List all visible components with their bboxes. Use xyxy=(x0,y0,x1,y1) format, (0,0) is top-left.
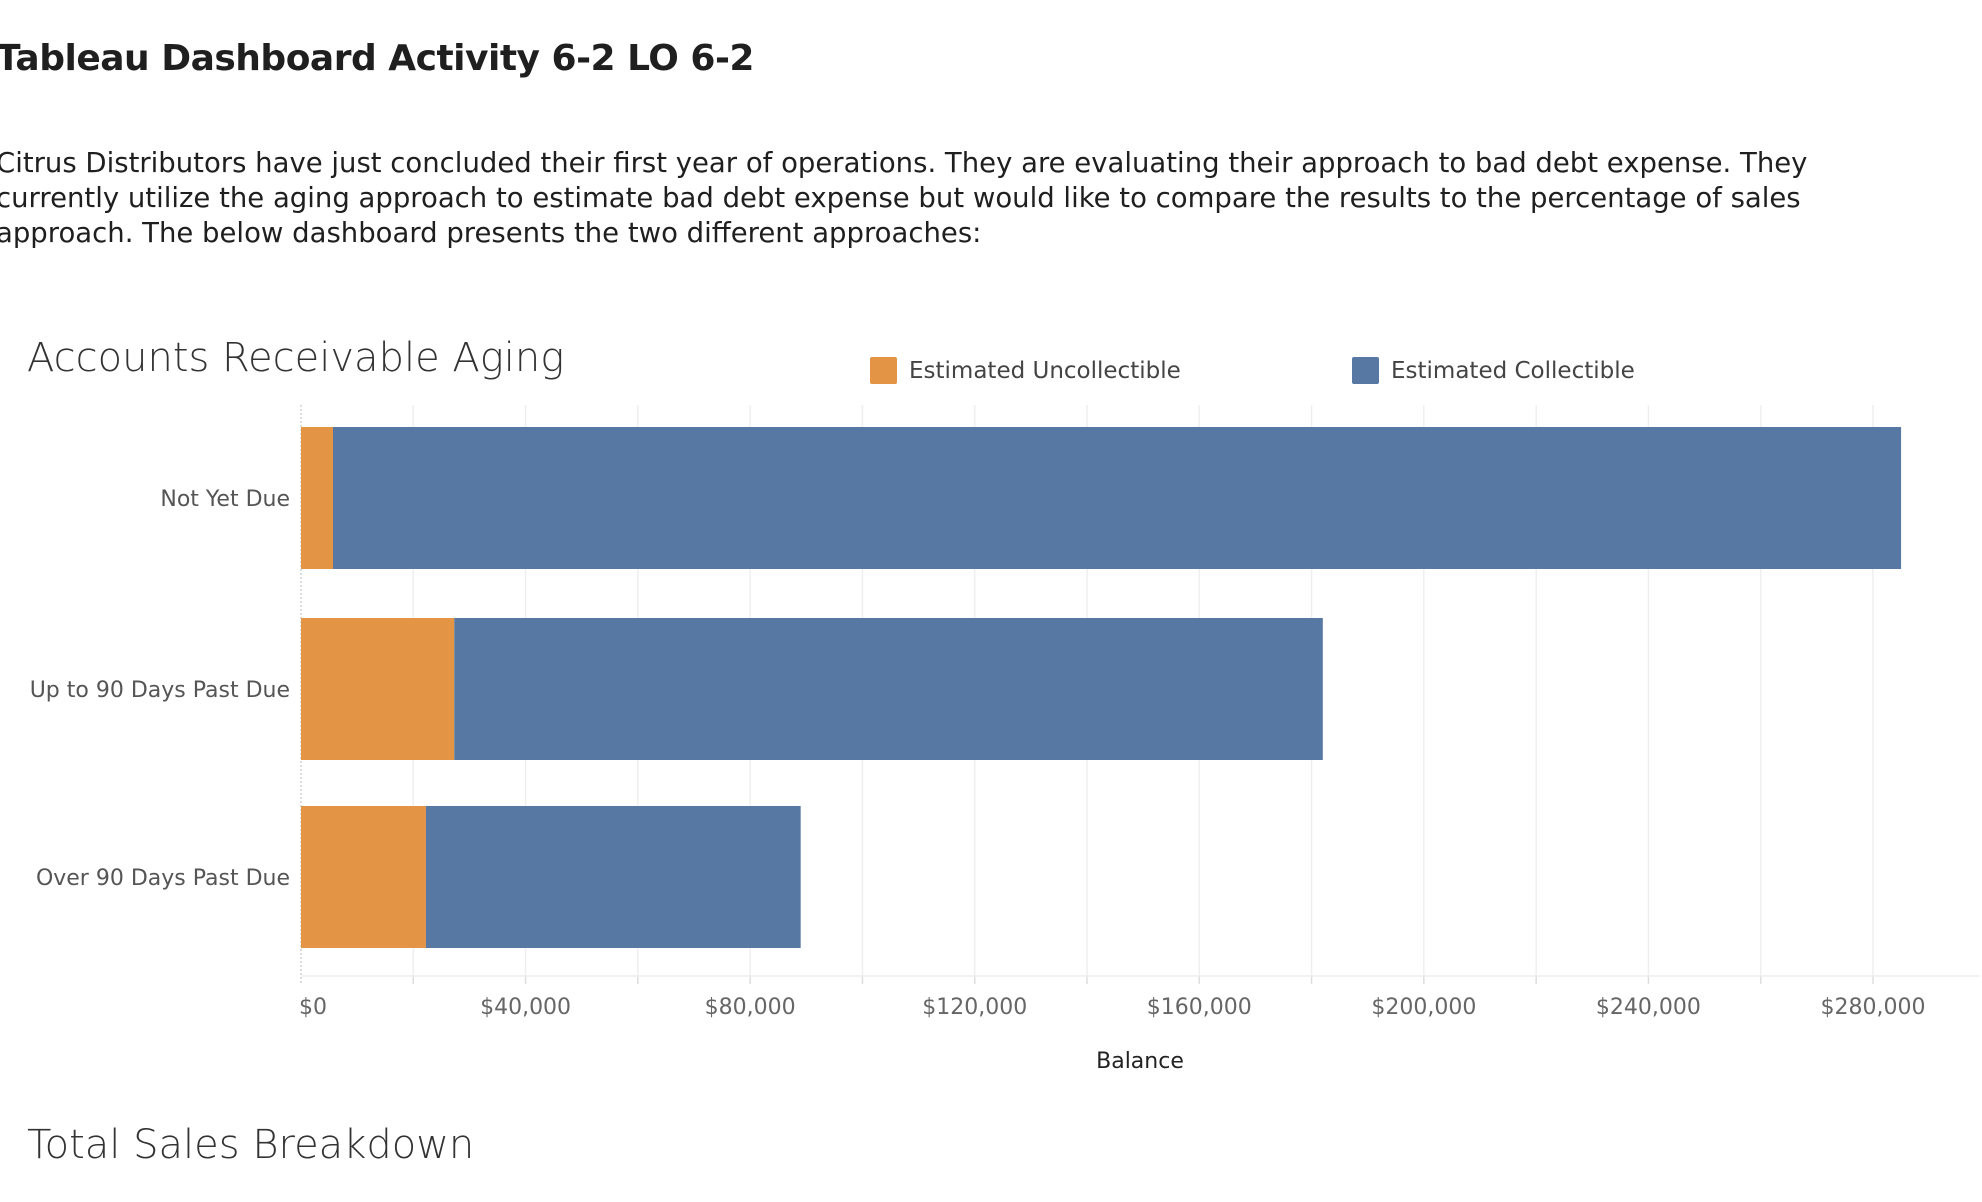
ar-aging-chart: Not Yet Due Up to 90 Days Past Due Over 90… xyxy=(30,405,1980,1074)
legend-label: Estimated Collectible xyxy=(1391,357,1635,384)
x-tick-label: $280,000 xyxy=(1821,995,1926,1020)
legend-swatch-uncollectible xyxy=(870,357,897,384)
total-sales-breakdown-title: Total Sales Breakdown xyxy=(27,1122,475,1168)
page-title: Tableau Dashboard Activity 6-2 LO 6-2 xyxy=(0,38,754,79)
category-label: Over 90 Days Past Due xyxy=(36,866,290,891)
legend-swatch-collectible xyxy=(1352,357,1379,384)
category-label: Up to 90 Days Past Due xyxy=(30,678,290,703)
x-tick-label: $200,000 xyxy=(1371,995,1476,1020)
bar-uncollectible-2 xyxy=(301,806,426,948)
x-tick-label: $240,000 xyxy=(1596,995,1701,1020)
bar-uncollectible-1 xyxy=(301,618,455,760)
x-tick-label: $40,000 xyxy=(480,995,571,1020)
x-tick-label: $80,000 xyxy=(705,995,796,1020)
intro-paragraph: Citrus Distributors have just concluded … xyxy=(0,147,1808,249)
legend-label: Estimated Uncollectible xyxy=(909,357,1181,384)
bar-collectible-0 xyxy=(333,427,1902,569)
x-tick-label: $120,000 xyxy=(922,995,1027,1020)
chart-title: Accounts Receivable Aging xyxy=(27,335,565,381)
bar-collectible-2 xyxy=(425,806,801,948)
bar-collectible-1 xyxy=(454,618,1323,760)
legend-item-collectible[interactable]: Estimated Collectible xyxy=(1352,357,1635,384)
legend-item-uncollectible[interactable]: Estimated Uncollectible xyxy=(870,357,1181,384)
category-label: Not Yet Due xyxy=(160,487,290,512)
bar-uncollectible-0 xyxy=(301,427,334,569)
x-tick-label: $160,000 xyxy=(1147,995,1252,1020)
x-tick-label: $0 xyxy=(299,995,327,1020)
x-axis-label: Balance xyxy=(1096,1049,1184,1074)
